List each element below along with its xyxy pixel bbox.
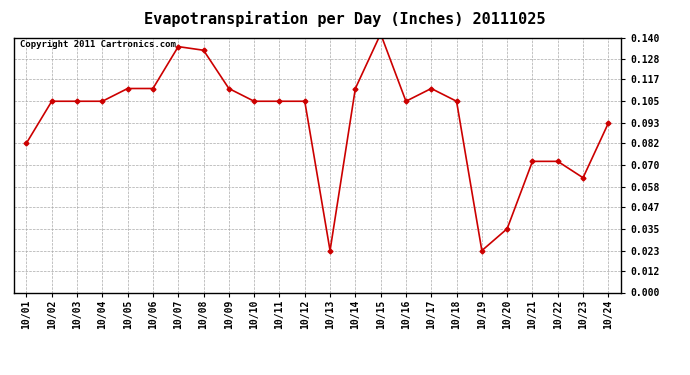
Text: Copyright 2011 Cartronics.com: Copyright 2011 Cartronics.com <box>20 40 176 49</box>
Text: Evapotranspiration per Day (Inches) 20111025: Evapotranspiration per Day (Inches) 2011… <box>144 11 546 27</box>
